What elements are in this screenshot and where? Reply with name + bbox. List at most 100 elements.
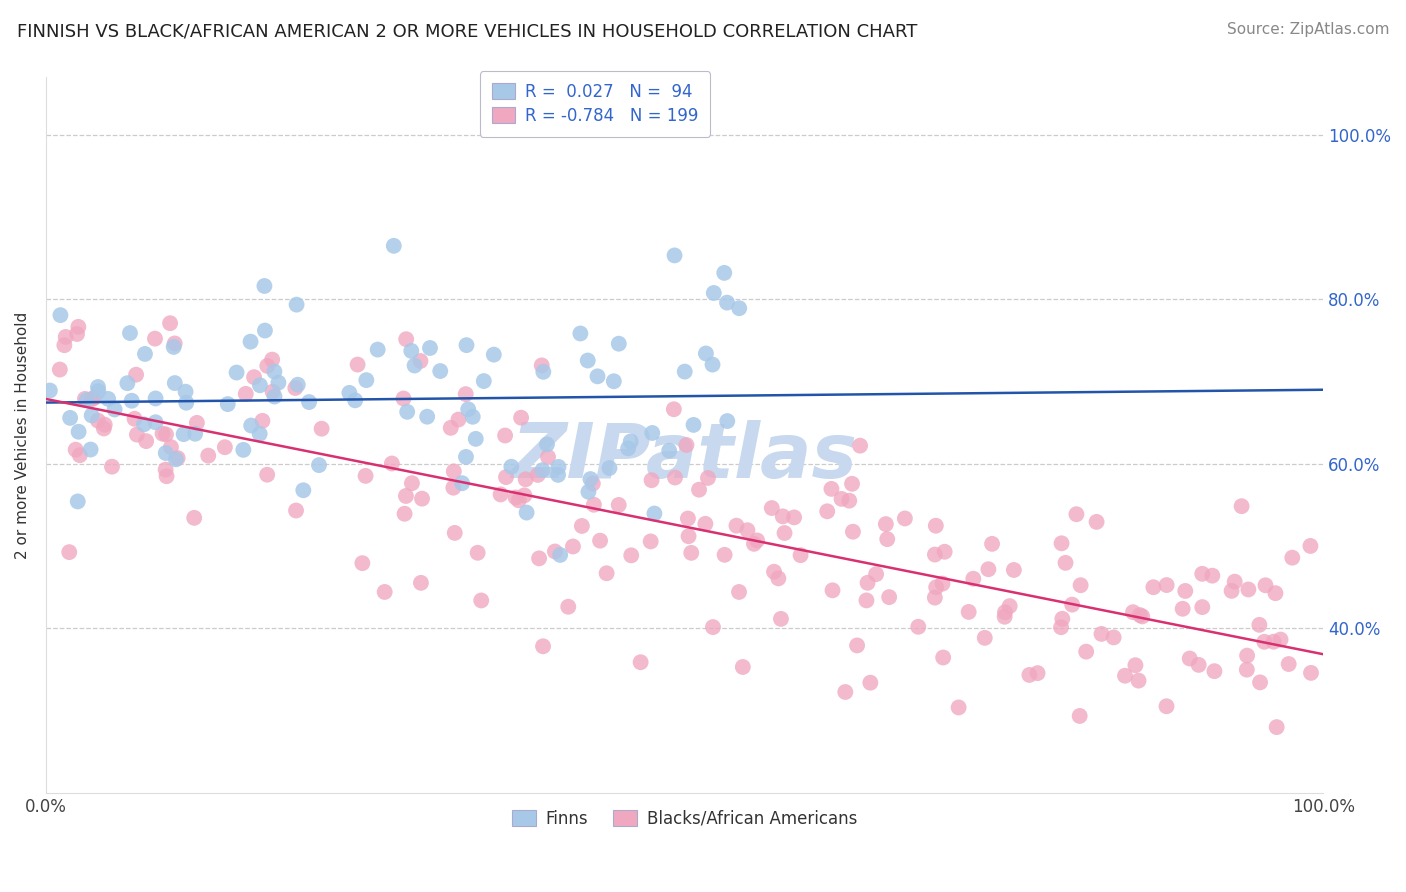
Point — [977, 562, 1000, 576]
Point — [548, 548, 571, 562]
Point — [773, 526, 796, 541]
Point — [121, 393, 143, 408]
Point — [174, 384, 197, 399]
Point — [1114, 669, 1136, 683]
Point — [501, 459, 523, 474]
Point — [118, 326, 141, 340]
Point — [263, 390, 285, 404]
Point — [527, 467, 550, 482]
Point — [737, 523, 759, 537]
Point — [447, 412, 470, 426]
Point — [55, 330, 77, 344]
Point — [253, 279, 276, 293]
Point — [998, 599, 1021, 613]
Point — [38, 384, 60, 398]
Point — [924, 548, 946, 562]
Point — [876, 532, 898, 546]
Point — [67, 319, 90, 334]
Point — [571, 519, 593, 533]
Point — [145, 392, 167, 406]
Point — [842, 524, 865, 539]
Point — [1018, 668, 1040, 682]
Point — [1253, 635, 1275, 649]
Point — [603, 374, 626, 388]
Point — [489, 487, 512, 501]
Point — [262, 384, 284, 399]
Point — [256, 359, 278, 373]
Point — [367, 343, 389, 357]
Point — [557, 599, 579, 614]
Point — [664, 470, 686, 484]
Point — [404, 359, 426, 373]
Point — [544, 544, 567, 558]
Point — [934, 545, 956, 559]
Point — [419, 341, 441, 355]
Point — [673, 365, 696, 379]
Point — [1263, 634, 1285, 648]
Point — [292, 483, 315, 498]
Point — [1249, 617, 1271, 632]
Legend: Finns, Blacks/African Americans: Finns, Blacks/African Americans — [506, 803, 863, 834]
Point — [467, 546, 489, 560]
Point — [768, 571, 790, 585]
Point — [495, 470, 517, 484]
Point — [1054, 556, 1077, 570]
Point — [287, 377, 309, 392]
Point — [676, 511, 699, 525]
Point — [1249, 675, 1271, 690]
Point — [58, 545, 80, 559]
Point — [547, 459, 569, 474]
Point — [451, 476, 474, 491]
Point — [716, 295, 738, 310]
Text: Source: ZipAtlas.com: Source: ZipAtlas.com — [1226, 22, 1389, 37]
Point — [53, 338, 76, 352]
Point — [298, 395, 321, 409]
Point — [841, 476, 863, 491]
Point — [394, 507, 416, 521]
Point — [395, 489, 418, 503]
Point — [163, 336, 186, 351]
Point — [1201, 568, 1223, 582]
Point — [225, 366, 247, 380]
Point — [173, 427, 195, 442]
Point — [197, 449, 219, 463]
Point — [695, 516, 717, 531]
Point — [1156, 699, 1178, 714]
Point — [1188, 657, 1211, 672]
Point — [262, 352, 284, 367]
Point — [838, 493, 860, 508]
Point — [875, 517, 897, 532]
Point — [73, 392, 96, 406]
Point — [145, 415, 167, 429]
Point — [513, 488, 536, 502]
Point — [456, 338, 478, 352]
Point — [547, 467, 569, 482]
Point — [589, 533, 612, 548]
Point — [93, 417, 115, 432]
Point — [155, 427, 177, 442]
Point — [337, 385, 360, 400]
Point — [252, 414, 274, 428]
Point — [769, 612, 792, 626]
Point — [702, 620, 724, 634]
Point — [1174, 584, 1197, 599]
Point — [1191, 566, 1213, 581]
Point — [731, 660, 754, 674]
Point — [163, 376, 186, 390]
Point — [516, 506, 538, 520]
Point — [454, 450, 477, 464]
Point — [865, 567, 887, 582]
Point — [69, 448, 91, 462]
Point — [859, 675, 882, 690]
Point — [97, 392, 120, 406]
Point — [508, 493, 530, 508]
Point — [620, 434, 643, 449]
Point — [125, 368, 148, 382]
Point — [395, 332, 418, 346]
Point — [1070, 578, 1092, 592]
Point — [214, 440, 236, 454]
Point — [285, 503, 308, 517]
Point — [678, 529, 700, 543]
Point — [688, 483, 710, 497]
Point — [454, 387, 477, 401]
